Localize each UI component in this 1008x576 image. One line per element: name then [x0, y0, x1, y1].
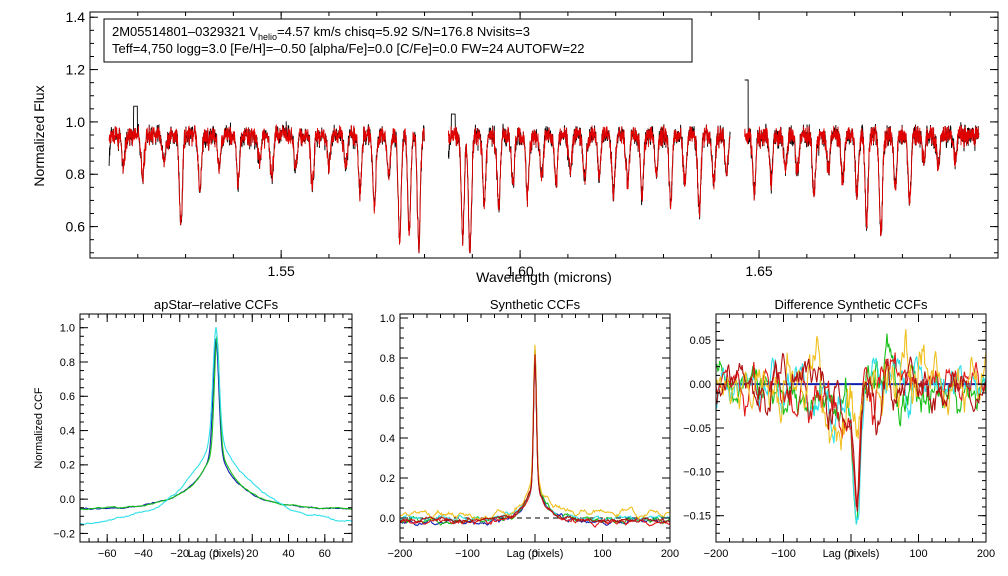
x-tick-label: −200 [704, 548, 729, 560]
y-tick-label: −0.05 [683, 423, 711, 435]
y-tick-label: 0.0 [380, 513, 395, 525]
model-spectrum-line [447, 124, 731, 253]
apstar-ccf-xlabel: Lag (pixels) [188, 548, 245, 560]
ccf-series-line [79, 335, 353, 511]
spectrum-xlabel: Wavelength (microns) [476, 269, 612, 285]
ccf-series-line [400, 353, 671, 524]
synthetic-ccf-panel: −200 −100 0 100 200 0.0 0.2 0.4 0.6 0.8 1.0 Synthe… [380, 297, 679, 560]
y-tick-label: 0.4 [60, 425, 75, 437]
spectrum-data [108, 79, 980, 254]
y-tick-label: 0.8 [66, 166, 86, 182]
x-tick-label: −100 [455, 548, 480, 560]
info-stats: =4.57 km/s chisq=5.92 S/N=176.8 Nvisits=… [277, 24, 530, 39]
synthetic-ccf-xlabel: Lag (pixels) [507, 548, 564, 560]
spectrum-ylabel: Normalized Flux [31, 85, 47, 186]
y-tick-label: 0.05 [690, 335, 711, 347]
ccf-series-line [399, 349, 671, 527]
x-tick-label: 1.60 [506, 263, 533, 279]
ccf-series-line [399, 352, 671, 528]
difference-ccf-data [715, 329, 987, 525]
x-tick-label: 200 [977, 548, 995, 560]
difference-ccf-ticks: −200 −100 0 100 200 −0.15 −0.10 −0.05 0.00 0.05 [683, 313, 995, 560]
spectrum-panel: 1.55 1.60 1.65 0.6 0.8 1.0 1.2 1.4 2M05514801–0… [31, 9, 999, 285]
y-tick-label: 0.6 [380, 393, 395, 405]
x-tick-label: 20 [246, 548, 258, 560]
x-tick-label: −200 [388, 548, 413, 560]
ccf-series-line [399, 349, 671, 526]
info-box-border [103, 18, 693, 63]
y-tick-label: −0.15 [683, 511, 711, 523]
apstar-ccf-ylabel: Normalized CCF [33, 387, 45, 469]
synthetic-ccf-title: Synthetic CCFs [490, 297, 581, 312]
info-line-2: Teff=4,750 logg=3.0 [Fe/H]=–0.50 [alpha/… [112, 41, 585, 56]
x-tick-label: 1.65 [745, 263, 772, 279]
x-tick-label: −40 [134, 548, 153, 560]
spectrum-info-box: 2M05514801–0329321 Vhelio=4.57 km/s chis… [103, 18, 693, 63]
x-tick-label: −60 [98, 548, 117, 560]
y-tick-label: 1.0 [66, 114, 86, 130]
x-tick-label: −20 [170, 548, 189, 560]
y-tick-label: 1.0 [380, 313, 395, 325]
y-tick-label: 1.0 [60, 323, 75, 335]
observed-spectrum-line [108, 105, 425, 254]
y-tick-label: 0.4 [380, 433, 395, 445]
ccf-series-line [399, 354, 671, 524]
ccf-series-line [79, 338, 352, 510]
difference-ccf-title: Difference Synthetic CCFs [775, 297, 928, 312]
info-helio-subscript: helio [258, 32, 277, 42]
synthetic-ccf-ticks: −200 −100 0 100 200 0.0 0.2 0.4 0.6 0.8 1.0 [380, 313, 679, 560]
y-tick-label: −0.10 [683, 467, 711, 479]
observed-spectrum-line [744, 79, 980, 237]
y-tick-label: 0.0 [60, 494, 75, 506]
ccf-series-line [399, 344, 671, 521]
model-spectrum-line [108, 124, 425, 253]
apstar-ccf-data [79, 327, 353, 525]
y-tick-label: 0.8 [380, 353, 395, 365]
x-tick-label: −100 [771, 548, 796, 560]
y-tick-label: 0.6 [66, 218, 86, 234]
y-tick-label: 1.4 [66, 9, 86, 25]
y-tick-label: 1.2 [66, 61, 86, 77]
x-tick-label: 200 [661, 548, 679, 560]
y-tick-label: 0.2 [380, 473, 395, 485]
spectrum-ticks: 1.55 1.60 1.65 0.6 0.8 1.0 1.2 1.4 [66, 9, 998, 279]
x-tick-label: 100 [909, 548, 927, 560]
x-tick-label: 100 [593, 548, 611, 560]
ccf-series-line [79, 327, 353, 525]
info-star-velocity-label: 2M05514801–0329321 V [112, 24, 258, 39]
difference-ccf-xlabel: Lag (pixels) [823, 548, 880, 560]
apstar-ccf-ticks: −60 −40 −20 0 20 40 60 −0.2 0.0 0.2 0.4 0.6 0.8 1.0 [53, 314, 353, 560]
info-line-1: 2M05514801–0329321 Vhelio=4.57 km/s chis… [112, 24, 530, 42]
y-tick-label: −0.2 [53, 528, 75, 540]
x-tick-label: 60 [319, 548, 331, 560]
difference-ccf-panel: −200 −100 0 100 200 −0.15 −0.10 −0.05 0.00 0.05 D… [683, 297, 995, 560]
x-tick-label: 1.55 [268, 263, 295, 279]
ccf-series-line [715, 352, 987, 512]
y-tick-label: 0.2 [60, 460, 75, 472]
model-spectrum-line [744, 125, 980, 237]
x-tick-label: 40 [282, 548, 294, 560]
ccf-series-line [715, 329, 987, 451]
y-tick-label: 0.8 [60, 357, 75, 369]
apstar-ccf-title: apStar–relative CCFs [154, 297, 279, 312]
x-tick-label: 0 [848, 548, 854, 560]
x-tick-label: 0 [213, 548, 219, 560]
synthetic-ccf-data [399, 344, 671, 528]
x-tick-label: 0 [532, 548, 538, 560]
y-tick-label: 0.6 [60, 391, 75, 403]
apstar-ccf-panel: −60 −40 −20 0 20 40 60 −0.2 0.0 0.2 0.4 0.6 0.8 1.0 a… [33, 297, 353, 560]
y-tick-label: 0.00 [690, 379, 711, 391]
